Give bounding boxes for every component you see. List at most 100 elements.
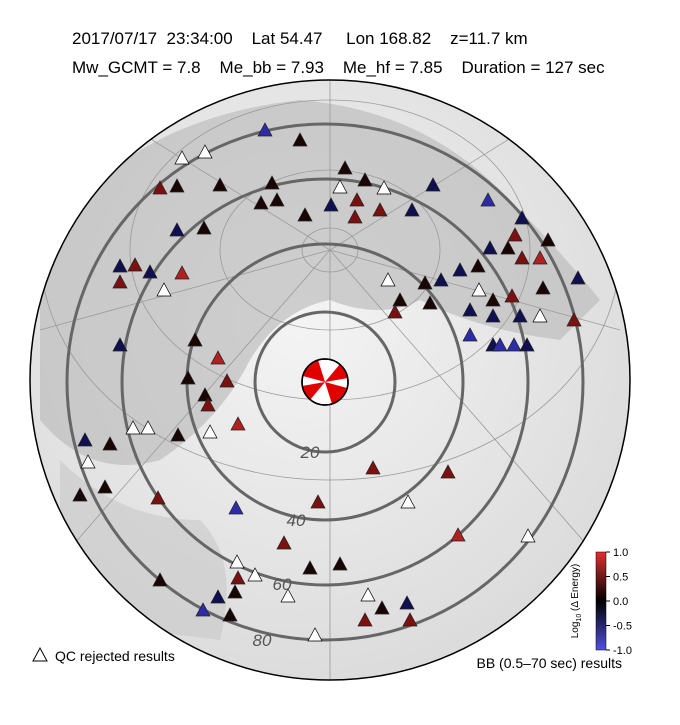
- station: [174, 150, 190, 165]
- station: [380, 272, 396, 287]
- station: [200, 397, 216, 412]
- station: [253, 195, 269, 210]
- station: [422, 295, 438, 310]
- station: [269, 192, 285, 207]
- station: [504, 288, 520, 303]
- station: [112, 337, 128, 352]
- station: [230, 416, 246, 431]
- station: [197, 387, 213, 402]
- station: [347, 209, 363, 224]
- station: [349, 192, 365, 207]
- station: [514, 250, 530, 265]
- station: [570, 270, 586, 285]
- station: [532, 250, 548, 265]
- station: [310, 494, 326, 509]
- station: [127, 257, 143, 272]
- colorbar: [595, 551, 607, 651]
- station: [210, 589, 226, 604]
- station: [140, 420, 156, 435]
- globe: [30, 80, 630, 680]
- station: [462, 302, 478, 317]
- station: [512, 308, 528, 323]
- station: [332, 556, 348, 571]
- station: [387, 304, 403, 319]
- station: [142, 264, 158, 279]
- station: [97, 479, 113, 494]
- station: [307, 627, 323, 642]
- header-line1: 2017/07/17 23:34:00 Lat 54.47 Lon 168.82…: [72, 29, 528, 48]
- station: [425, 177, 441, 192]
- station: [170, 427, 186, 442]
- colorbar-tick-label: -1.0: [613, 645, 632, 657]
- station: [500, 240, 516, 255]
- station: [80, 454, 96, 469]
- station: [372, 202, 388, 217]
- station: [357, 612, 373, 627]
- station: [152, 572, 168, 587]
- globe-outline: [29, 79, 631, 681]
- station: [227, 584, 243, 599]
- station: [492, 337, 508, 352]
- station: [402, 612, 418, 627]
- station: [174, 265, 190, 280]
- station: [520, 528, 536, 543]
- ring-label: 60: [273, 575, 292, 594]
- station: [392, 292, 408, 307]
- station: [514, 210, 530, 225]
- station: [452, 262, 468, 277]
- station: [230, 570, 246, 585]
- station: [229, 554, 245, 569]
- station: [257, 122, 273, 137]
- colorbar-label: Log10 (Δ Energy): [570, 564, 583, 639]
- station: [196, 220, 212, 235]
- colorbar-ticks: 1.0 0.5 0.0 -0.5 -1.0: [606, 547, 632, 657]
- station: [519, 337, 535, 352]
- station: [540, 232, 556, 247]
- station: [532, 308, 548, 323]
- station: [72, 487, 88, 502]
- station: [77, 432, 93, 447]
- colorbar-tick-label: 0.0: [613, 596, 628, 608]
- ring-label: 80: [253, 631, 272, 650]
- colorbar-tick-label: 1.0: [613, 547, 628, 559]
- ring-label: 20: [300, 443, 320, 462]
- legend-symbol: [32, 646, 48, 662]
- station: [471, 282, 487, 297]
- header-line2: Mw_GCMT = 7.8 Me_bb = 7.93 Me_hf = 7.85 …: [72, 58, 605, 77]
- stations: [72, 122, 586, 642]
- station: [404, 202, 420, 217]
- station: [506, 337, 522, 352]
- station: [202, 424, 218, 439]
- station: [450, 527, 466, 542]
- distance-rings: [65, 122, 585, 642]
- station: [228, 500, 244, 515]
- station: [357, 172, 373, 187]
- station: [376, 180, 392, 195]
- colorbar-tick-label: -0.5: [613, 621, 632, 633]
- station: [417, 275, 433, 290]
- station: [485, 308, 501, 323]
- station: [365, 460, 381, 475]
- station: [187, 332, 203, 347]
- legend-rejected: QC rejected results: [55, 648, 175, 664]
- station: [169, 178, 185, 193]
- station: [535, 280, 551, 295]
- station: [195, 602, 211, 617]
- station: [112, 274, 128, 289]
- station: [360, 587, 376, 602]
- station: [197, 144, 213, 159]
- station: [219, 373, 235, 388]
- station: [507, 227, 523, 242]
- colorbar-label-suffix: (Δ Energy): [570, 564, 581, 614]
- station: [276, 535, 292, 550]
- station: [374, 600, 390, 615]
- station: [440, 464, 456, 479]
- station: [332, 179, 348, 194]
- station: [292, 132, 308, 147]
- station: [399, 595, 415, 610]
- station: [566, 312, 582, 327]
- station: [112, 258, 128, 273]
- station: [156, 282, 172, 297]
- station: [169, 222, 185, 237]
